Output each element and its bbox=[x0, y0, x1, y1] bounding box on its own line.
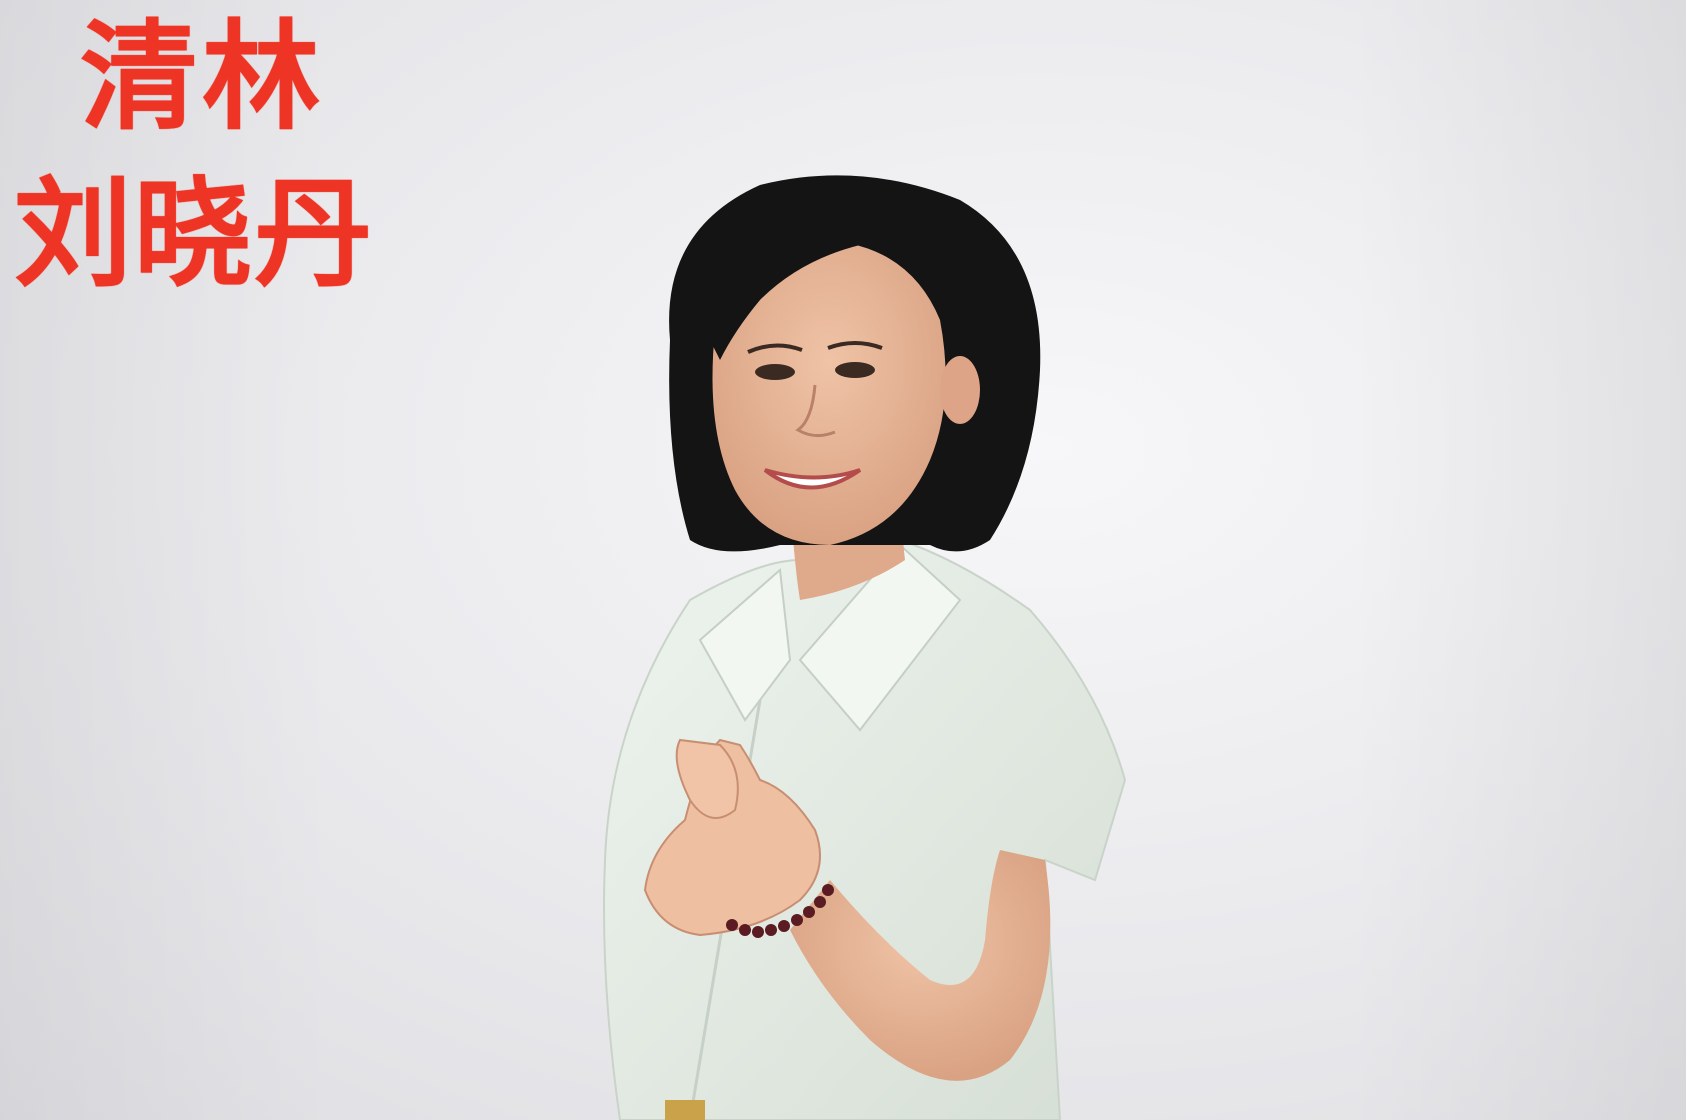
brow-left bbox=[747, 343, 803, 354]
eye-left bbox=[755, 364, 795, 380]
arm-right bbox=[790, 850, 1051, 1081]
nose bbox=[795, 384, 836, 437]
mouth bbox=[763, 468, 862, 490]
shirt-collar-left bbox=[698, 567, 792, 722]
caption-line-1: 清林 bbox=[80, 8, 325, 146]
thumb bbox=[675, 738, 739, 819]
eye-right bbox=[835, 362, 875, 378]
face bbox=[712, 239, 946, 545]
shirt-collar-right bbox=[798, 543, 962, 732]
belt-buckle bbox=[665, 1100, 705, 1120]
brow-right bbox=[827, 341, 883, 350]
caption-line-2: 刘晓丹 bbox=[14, 165, 375, 303]
hair-fringe bbox=[700, 214, 950, 360]
bead-bracelet bbox=[726, 884, 834, 938]
ear bbox=[940, 356, 980, 424]
